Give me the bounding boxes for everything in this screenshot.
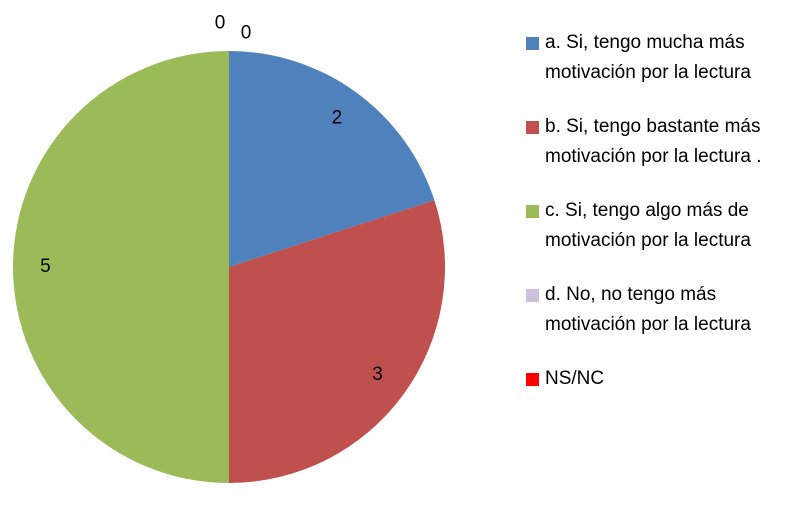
data-label: 0 xyxy=(241,23,252,44)
legend-label: c. Si, tengo algo más de motivación por … xyxy=(545,200,751,251)
legend-swatch xyxy=(526,373,539,386)
pie-slice xyxy=(229,51,435,267)
legend: a. Si, tengo mucha más motivación por la… xyxy=(526,28,802,418)
legend-label: NS/NC xyxy=(545,368,605,389)
pie-slice xyxy=(229,200,445,484)
legend-label: a. Si, tengo mucha más motivación por la… xyxy=(545,32,751,83)
legend-item: NS/NC xyxy=(526,364,802,394)
legend-item: b. Si, tengo bastante más motivación por… xyxy=(526,112,802,172)
legend-swatch xyxy=(526,37,539,50)
pie-slice xyxy=(13,51,229,483)
data-label: 5 xyxy=(40,256,51,277)
pie-area: 2 3 5 0 0 xyxy=(13,13,445,484)
data-label: 2 xyxy=(332,107,343,128)
legend-swatch xyxy=(526,289,539,302)
legend-swatch xyxy=(526,205,539,218)
legend-swatch xyxy=(526,121,539,134)
legend-item: a. Si, tengo mucha más motivación por la… xyxy=(526,28,802,88)
data-label: 3 xyxy=(372,364,383,385)
legend-label: d. No, no tengo más motivación por la le… xyxy=(545,284,751,335)
legend-item: d. No, no tengo más motivación por la le… xyxy=(526,280,802,340)
data-label: 0 xyxy=(215,13,226,34)
legend-item: c. Si, tengo algo más de motivación por … xyxy=(526,196,802,256)
legend-label: b. Si, tengo bastante más motivación por… xyxy=(545,116,762,167)
